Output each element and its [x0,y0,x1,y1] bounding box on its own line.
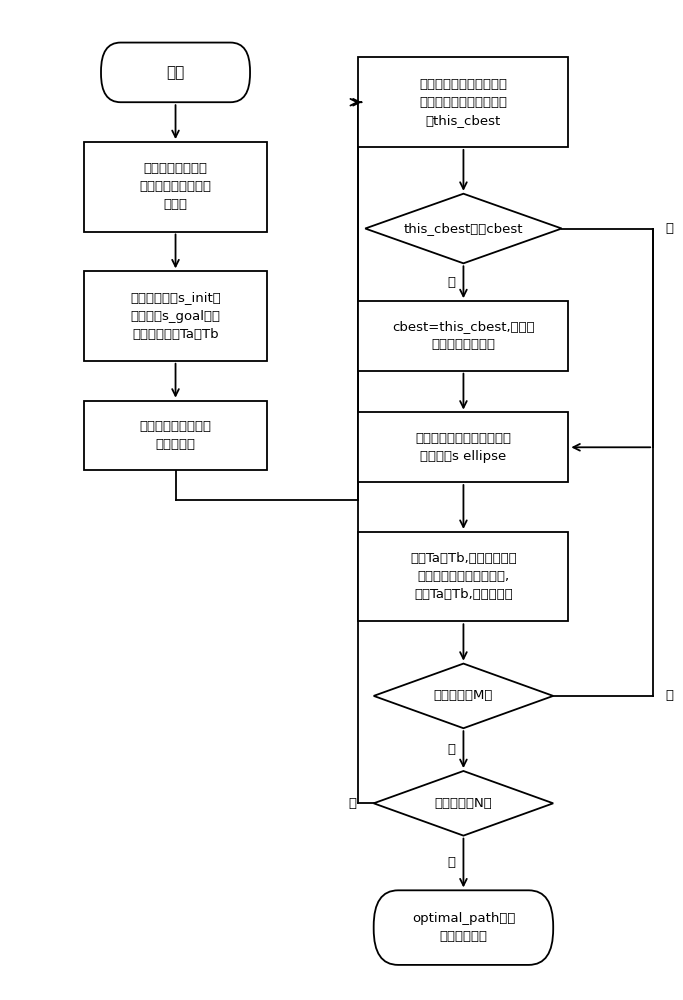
Text: 是: 是 [447,856,456,869]
Text: 确定起始状态s_init和
目标状态s_goal，建
立随机搜索树Ta和Tb: 确定起始状态s_init和 目标状态s_goal，建 立随机搜索树Ta和Tb [130,292,221,341]
Text: 是否重复了M次: 是否重复了M次 [434,689,493,702]
Text: 获取超椭球空间内均匀分布
的采样点s ellipse: 获取超椭球空间内均匀分布 的采样点s ellipse [415,432,512,463]
Text: 计算最优收缩路径，更新
当前超椭球采样空间的长
轴this_cbest: 计算最优收缩路径，更新 当前超椭球采样空间的长 轴this_cbest [419,78,507,127]
FancyBboxPatch shape [84,142,267,232]
Text: 否: 否 [349,797,357,810]
Text: 开始: 开始 [167,65,184,80]
Polygon shape [365,194,561,263]
Text: 是否循环了N次: 是否循环了N次 [434,797,492,810]
FancyBboxPatch shape [359,301,568,371]
Text: 否: 否 [665,689,673,702]
Text: 获取障碍物几何信
息，建立机械臂运动
学模型: 获取障碍物几何信 息，建立机械臂运动 学模型 [139,162,212,211]
FancyBboxPatch shape [84,401,267,470]
FancyBboxPatch shape [84,271,267,361]
Text: cbest=this_cbest,并更新
掩码集和交汇点集: cbest=this_cbest,并更新 掩码集和交汇点集 [392,320,535,351]
Polygon shape [374,664,553,728]
FancyBboxPatch shape [359,412,568,482]
FancyBboxPatch shape [359,57,568,147]
Polygon shape [374,771,553,836]
Text: 双树相向扩展，获得
第一条路径: 双树相向扩展，获得 第一条路径 [139,420,212,451]
FancyBboxPatch shape [374,890,553,965]
Text: optimal_path为得
到的最优路径: optimal_path为得 到的最优路径 [412,912,515,943]
Text: 是: 是 [447,743,456,756]
Text: 生长Ta和Tb,并对超椭球空
间内的节点进行路径优化,
交换Ta和Tb,交换掩码集: 生长Ta和Tb,并对超椭球空 间内的节点进行路径优化, 交换Ta和Tb,交换掩码… [410,552,517,601]
Text: this_cbest小于cbest: this_cbest小于cbest [404,222,523,235]
FancyBboxPatch shape [101,43,250,102]
Text: 是: 是 [447,276,456,289]
FancyBboxPatch shape [359,532,568,621]
Text: 否: 否 [665,222,673,235]
